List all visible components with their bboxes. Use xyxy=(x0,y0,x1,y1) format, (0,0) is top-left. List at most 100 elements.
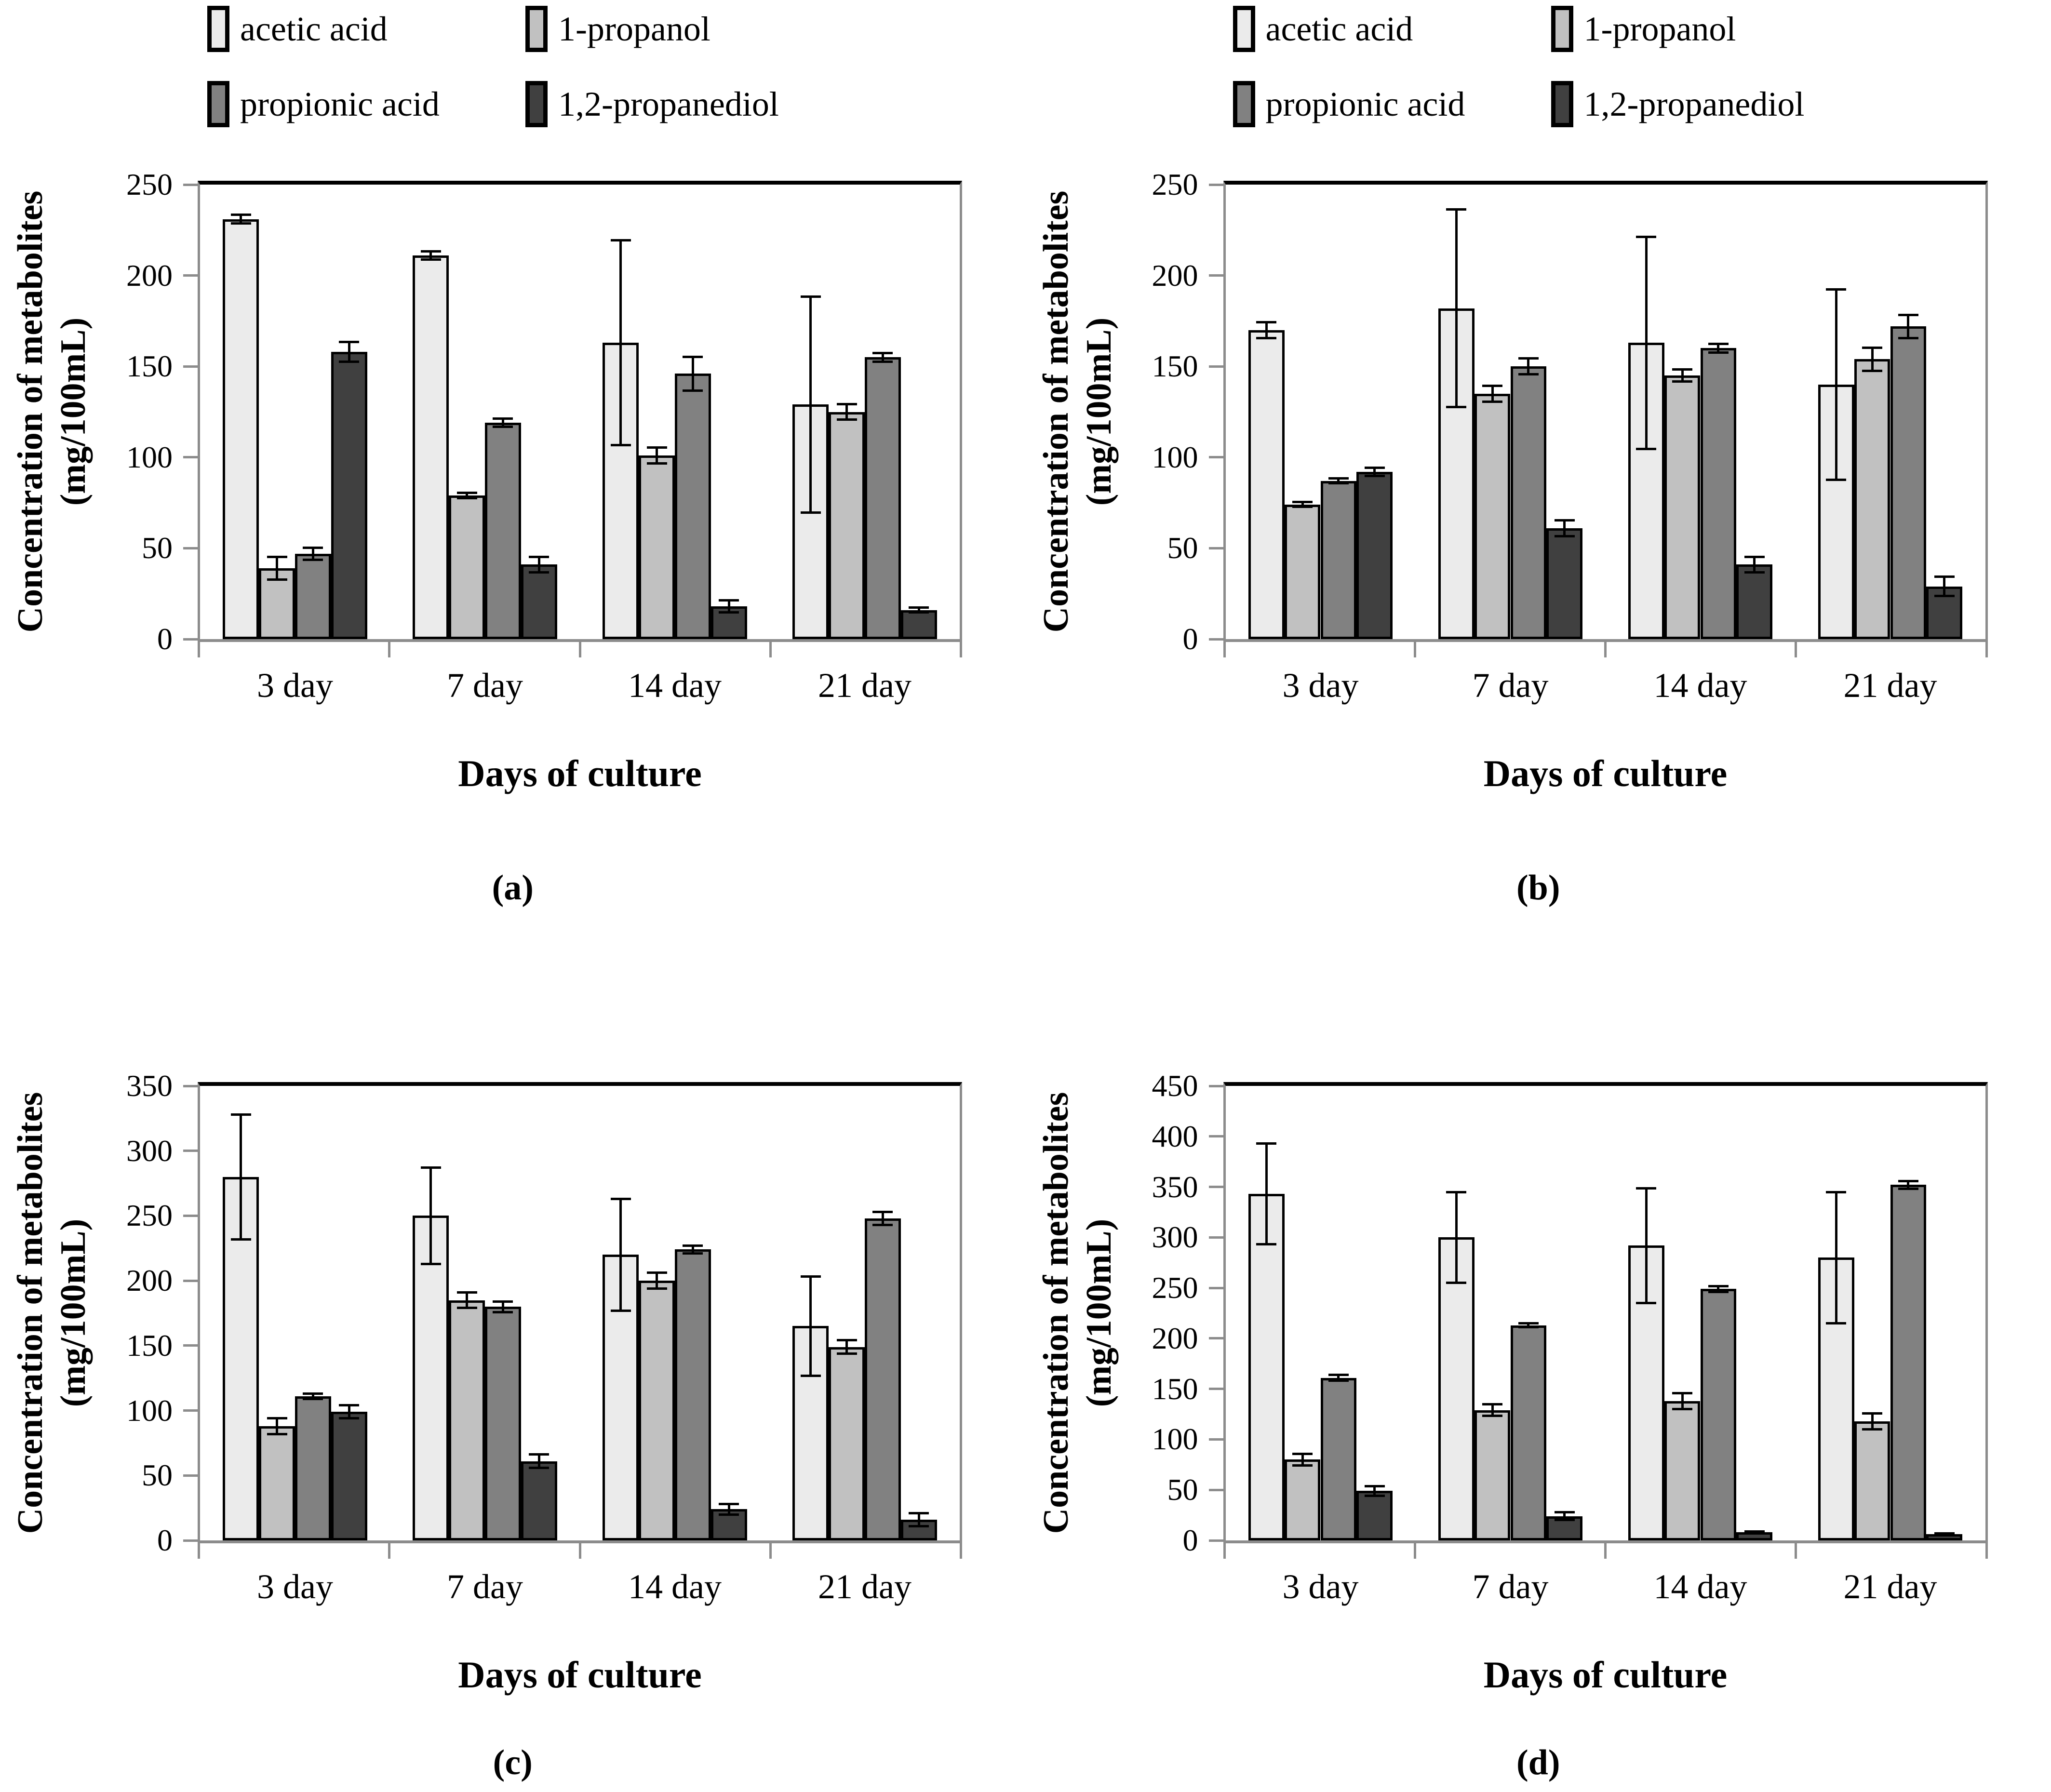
bar-propionic-acid xyxy=(1320,1377,1357,1540)
bar-1-2-propanediol xyxy=(1546,1516,1583,1540)
error-bar-cap-top xyxy=(646,1271,667,1274)
error-bar-cap-top xyxy=(529,1453,550,1456)
error-bar-cap-top xyxy=(230,214,251,216)
y-axis-title: Concentration of metabolites (mg/100mL) xyxy=(1036,1092,1119,1534)
bar-1-2-propanediol xyxy=(331,1412,367,1540)
error-bar-line xyxy=(1337,1374,1340,1382)
bar-acetic-acid xyxy=(1248,330,1285,639)
x-tick-mark xyxy=(198,641,200,657)
y-tick-mark xyxy=(1208,1438,1223,1441)
legend-swatch-acetic-acid xyxy=(1233,6,1255,52)
error-bar-line xyxy=(429,1166,432,1265)
legend-label: acetic acid xyxy=(1265,10,1413,48)
error-bar-cap-bottom xyxy=(1256,1243,1277,1246)
error-bar-cap-bottom xyxy=(303,1398,323,1401)
error-bar-line xyxy=(466,1291,469,1310)
x-tick-label: 14 day xyxy=(628,1567,722,1606)
x-axis-title: Days of culture xyxy=(1483,752,1728,794)
error-bar-cap-bottom xyxy=(646,462,667,465)
panel-caption: (d) xyxy=(1516,1743,1560,1782)
y-tick-mark xyxy=(183,1539,198,1542)
error-bar-cap-bottom xyxy=(683,389,703,392)
y-tick-mark xyxy=(183,183,198,186)
error-bar-cap-bottom xyxy=(1518,373,1539,376)
y-tick-mark xyxy=(183,1279,198,1282)
error-bar-cap-bottom xyxy=(646,1287,667,1290)
error-bar-line xyxy=(881,1210,884,1226)
legend-item: propionic acid xyxy=(1233,81,1551,127)
y-tick-mark xyxy=(183,1214,198,1217)
error-bar-cap-bottom xyxy=(267,578,287,581)
error-bar-cap-bottom xyxy=(303,558,323,561)
error-bar-line xyxy=(1907,1179,1910,1190)
y-tick-mark xyxy=(183,365,198,368)
error-bar-line xyxy=(1265,321,1268,339)
legend-item: 1-propanol xyxy=(1551,6,1805,52)
error-bar-line xyxy=(429,250,432,261)
bar-propionic-acid xyxy=(295,1396,331,1540)
bar-propionic-acid xyxy=(865,1218,901,1540)
error-bar-cap-bottom xyxy=(1862,369,1883,372)
error-bar-line xyxy=(276,555,279,581)
error-bar-cap-bottom xyxy=(1364,1494,1385,1497)
bar-propionic-acid xyxy=(1320,481,1357,639)
error-bar-cap-bottom xyxy=(1446,1281,1467,1284)
error-bar-cap-bottom xyxy=(1292,506,1313,508)
bar-1-propanol xyxy=(1664,375,1701,639)
plot-area xyxy=(1223,1082,1988,1543)
bar-propionic-acid xyxy=(1510,366,1547,639)
error-bar-line xyxy=(656,446,658,465)
legend-label: 1-propanol xyxy=(1583,10,1736,48)
error-bar-cap-top xyxy=(267,1417,287,1420)
error-bar-cap-top xyxy=(1554,1511,1575,1514)
error-bar-line xyxy=(1717,1284,1720,1293)
error-bar-cap-top xyxy=(1636,235,1657,238)
y-tick-mark xyxy=(1208,1236,1223,1239)
x-tick-label: 7 day xyxy=(447,666,523,705)
plot-area xyxy=(198,181,962,642)
error-bar-cap-top xyxy=(1446,1190,1467,1193)
x-tick-label: 7 day xyxy=(1472,666,1549,705)
error-bar-cap-top xyxy=(872,352,893,355)
error-bar-line xyxy=(1455,1190,1458,1284)
error-bar-line xyxy=(1907,313,1910,339)
error-bar-cap-top xyxy=(1934,575,1955,578)
error-bar-cap-bottom xyxy=(1898,1187,1918,1190)
legend-item: 1,2-propanediol xyxy=(525,81,779,127)
bar-propionic-acid xyxy=(1700,1289,1737,1540)
bar-propionic-acid xyxy=(1890,326,1927,639)
figure-row-top: acetic acid 1-propanol propionic acid 1,2-p… xyxy=(9,6,1988,908)
legend-swatch-1-propanol xyxy=(525,6,548,52)
error-bar-cap-bottom xyxy=(456,1307,477,1310)
error-bar-cap-bottom xyxy=(1364,475,1385,478)
x-tick-label: 21 day xyxy=(818,1567,912,1606)
panel-caption: (b) xyxy=(1516,868,1560,908)
error-bar-cap-top xyxy=(1518,1322,1539,1325)
error-bar-cap-bottom xyxy=(1482,400,1503,403)
error-bar-cap-bottom xyxy=(230,222,251,225)
bar-1-2-propanediol xyxy=(521,564,557,639)
x-tick-mark xyxy=(1413,641,1416,657)
error-bar-line xyxy=(1871,1412,1874,1431)
error-bar-line xyxy=(1563,519,1566,537)
y-tick-mark xyxy=(1208,1488,1223,1491)
error-bar-cap-top xyxy=(1292,501,1313,504)
y-tick-mark xyxy=(1208,1084,1223,1087)
error-bar-line xyxy=(1265,1142,1268,1246)
error-bar-line xyxy=(466,492,469,499)
error-bar-line xyxy=(276,1417,279,1435)
bar-1-2-propanediol xyxy=(1736,564,1773,639)
bar-1-propanol xyxy=(259,1426,295,1540)
error-bar-cap-bottom xyxy=(339,360,360,363)
error-bar-line xyxy=(1717,343,1720,354)
error-bar-line xyxy=(917,1511,920,1528)
y-tick-mark xyxy=(1208,456,1223,459)
error-bar-cap-top xyxy=(1328,1374,1349,1377)
bar-1-2-propanediol xyxy=(331,352,367,639)
legend-swatch-1-propanol xyxy=(1551,6,1573,52)
y-axis-title-box: Concentration of metabolites (mg/100mL) xyxy=(9,181,95,642)
bar-propionic-acid xyxy=(675,374,711,639)
x-tick-mark xyxy=(960,641,962,657)
bar-1-propanol xyxy=(829,412,865,639)
error-bar-cap-top xyxy=(1826,288,1847,291)
